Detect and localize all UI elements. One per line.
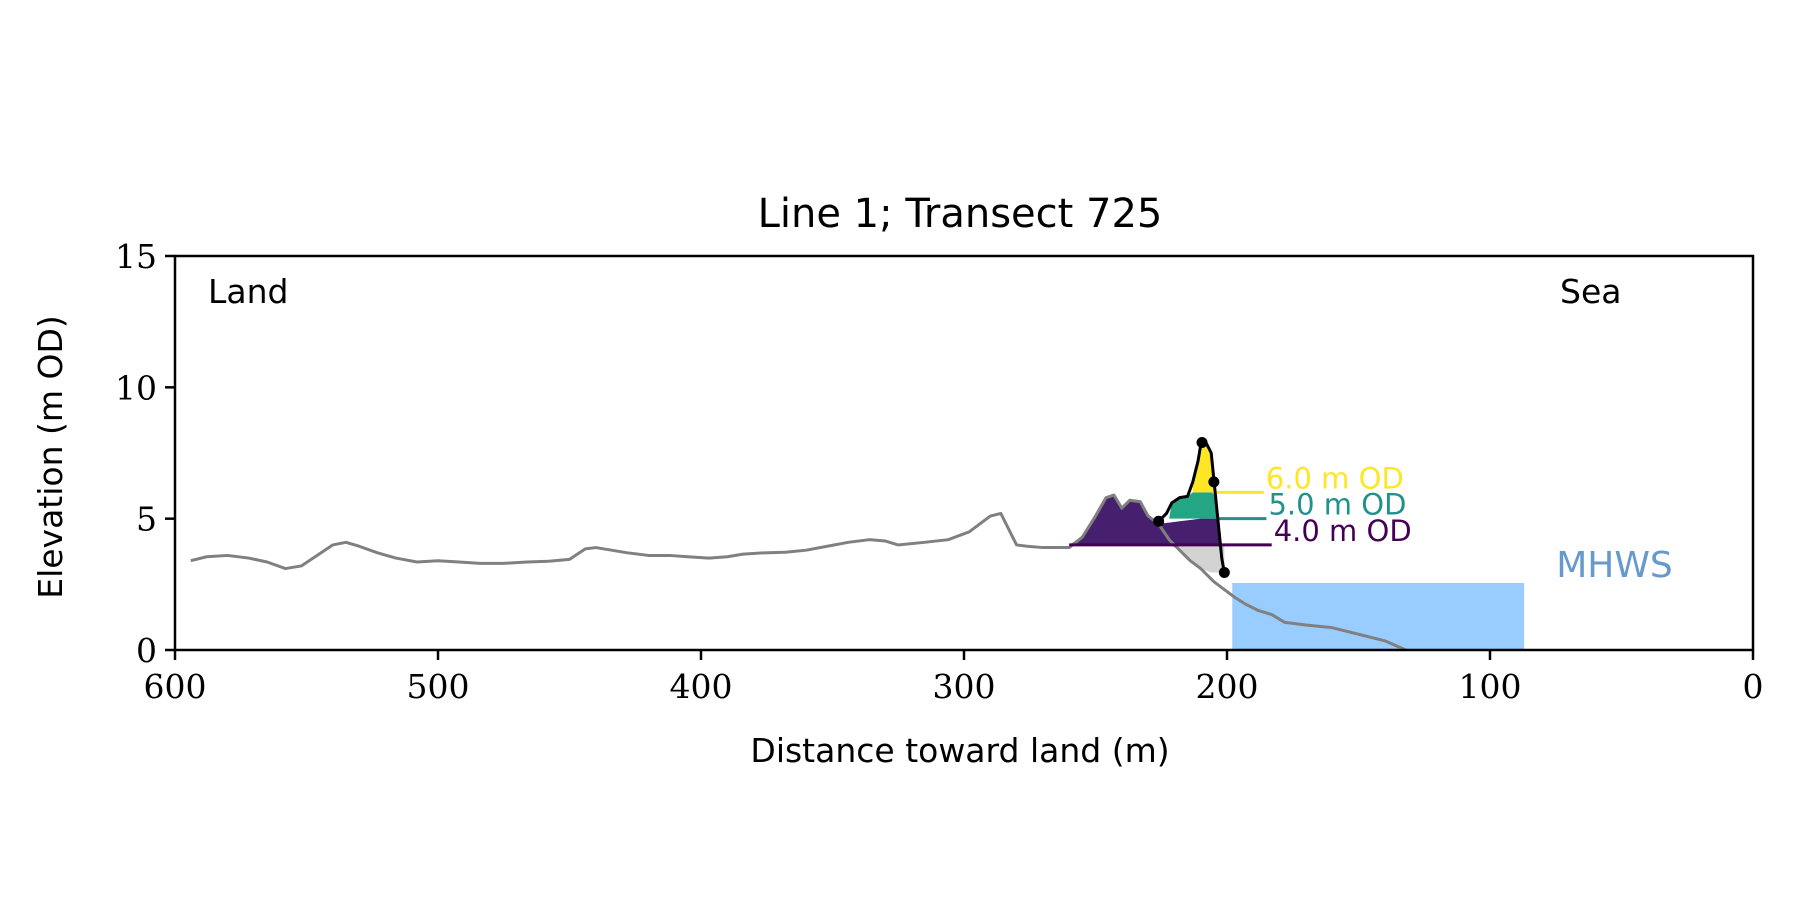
fill-above-6m: [1192, 442, 1214, 493]
y-tick-label: 0: [136, 631, 157, 670]
y-axis-label: Elevation (m OD): [31, 315, 70, 599]
x-tick-label: 100: [1459, 667, 1522, 706]
fill-above-4m: [1069, 495, 1220, 545]
y-tick-label: 15: [115, 237, 157, 276]
x-tick-label: 200: [1196, 667, 1259, 706]
dune-point: [1196, 436, 1208, 448]
x-axis-label: Distance toward land (m): [750, 731, 1169, 770]
sea-annotation: Sea: [1560, 272, 1621, 311]
level-label-5: 5.0 m OD: [1268, 488, 1406, 522]
y-tick-label: 10: [115, 368, 157, 407]
x-tick-label: 0: [1743, 667, 1764, 706]
level-label-6: 6.0 m OD: [1266, 461, 1404, 495]
y-tick-label: 5: [136, 500, 157, 539]
lines-layer: 6.0 m OD5.0 m OD4.0 m OD MHWS: [190, 436, 1673, 652]
axes-layer: 600 500 400 300 200 100 0 0 5 10 15: [115, 237, 1764, 706]
x-tick-label: 400: [670, 667, 733, 706]
level-label-4: 4.0 m OD: [1274, 514, 1412, 548]
land-annotation: Land: [208, 272, 288, 311]
profile-line: [190, 493, 1407, 652]
dune-point: [1218, 567, 1230, 579]
dune-point: [1208, 476, 1220, 488]
x-tick-label: 300: [933, 667, 996, 706]
dune-point: [1153, 515, 1165, 527]
x-tick-label: 600: [144, 667, 207, 706]
mhws-label: MHWS: [1556, 545, 1673, 586]
fill-above-5m: [1169, 492, 1217, 519]
chart-title: Line 1; Transect 725: [758, 191, 1163, 237]
x-tick-label: 500: [407, 667, 470, 706]
